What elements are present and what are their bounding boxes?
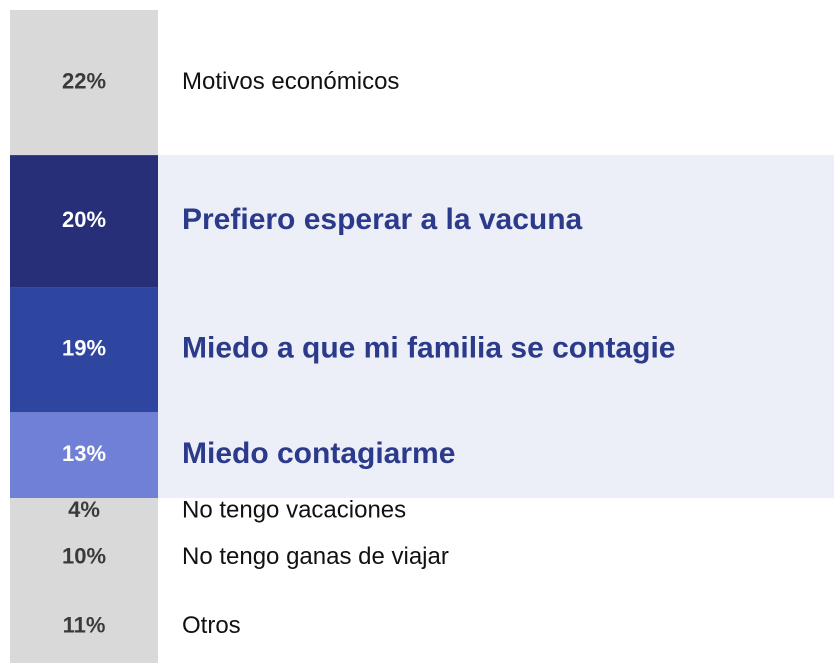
category-label: No tengo ganas de viajar [182, 543, 449, 570]
bar-segment [10, 498, 158, 525]
value-label: 13% [62, 441, 106, 466]
category-label: Miedo contagiarme [182, 437, 455, 470]
value-label: 11% [63, 613, 106, 638]
category-label: No tengo vacaciones [182, 497, 406, 524]
category-label: Motivos económicos [182, 68, 399, 95]
highlight-panel [158, 155, 834, 499]
bar-segment [10, 412, 158, 499]
value-label: 19% [62, 336, 106, 361]
bar-segment [10, 524, 158, 591]
value-label: 10% [62, 543, 106, 568]
value-label: 4% [68, 497, 100, 522]
bar-segment [10, 590, 158, 663]
bar-segment [10, 155, 158, 288]
value-label: 20% [62, 207, 106, 232]
category-label: Prefiero esperar a la vacuna [182, 203, 583, 236]
category-label: Miedo a que mi familia se contagie [182, 332, 675, 365]
bar-segment [10, 287, 158, 413]
value-label: 22% [62, 68, 106, 93]
bar-segment [10, 10, 158, 156]
category-label: Otros [182, 612, 241, 639]
